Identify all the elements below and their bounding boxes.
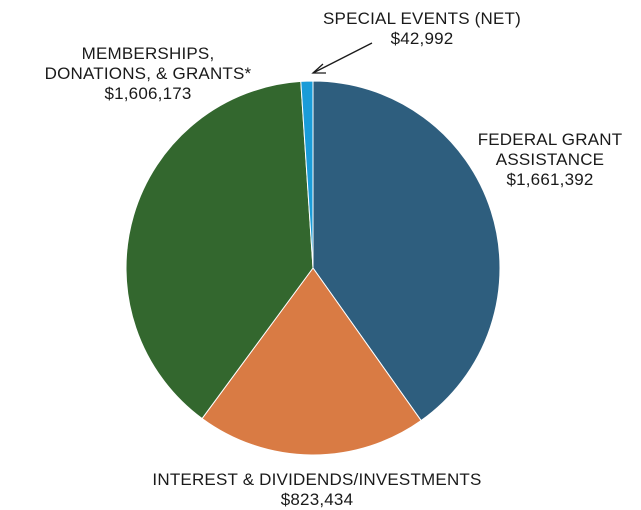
label-interest: INTEREST & DIVIDENDS/INVESTMENTS $823,43… <box>132 470 502 510</box>
pie-slices <box>125 80 501 456</box>
label-memberships-value: $1,606,173 <box>104 84 192 103</box>
label-memberships: MEMBERSHIPS, DONATIONS, & GRANTS* $1,606… <box>40 44 256 104</box>
label-special-events: SPECIAL EVENTS (NET) $42,992 <box>317 9 527 49</box>
label-memberships-name-1: MEMBERSHIPS, <box>81 44 215 63</box>
label-federal-grant-name-2: ASSISTANCE <box>495 150 605 169</box>
label-memberships-name-2: DONATIONS, & GRANTS* <box>44 64 252 83</box>
pie-slice-interest <box>201 267 422 456</box>
label-interest-name: INTEREST & DIVIDENDS/INVESTMENTS <box>152 470 482 489</box>
label-special-events-name: SPECIAL EVENTS (NET) <box>323 9 521 28</box>
label-interest-value: $823,434 <box>280 490 354 509</box>
label-special-events-value: $42,992 <box>390 29 454 48</box>
special-events-leader-line <box>311 42 373 74</box>
label-federal-grant-name-1: FEDERAL GRANT <box>477 130 623 149</box>
pie-slice-memberships <box>125 80 314 420</box>
label-federal-grant: FEDERAL GRANT ASSISTANCE $1,661,392 <box>470 130 630 190</box>
pie-slice-federal-grant <box>312 80 501 422</box>
pie-slice-special-events <box>300 80 314 269</box>
label-federal-grant-value: $1,661,392 <box>506 170 594 189</box>
